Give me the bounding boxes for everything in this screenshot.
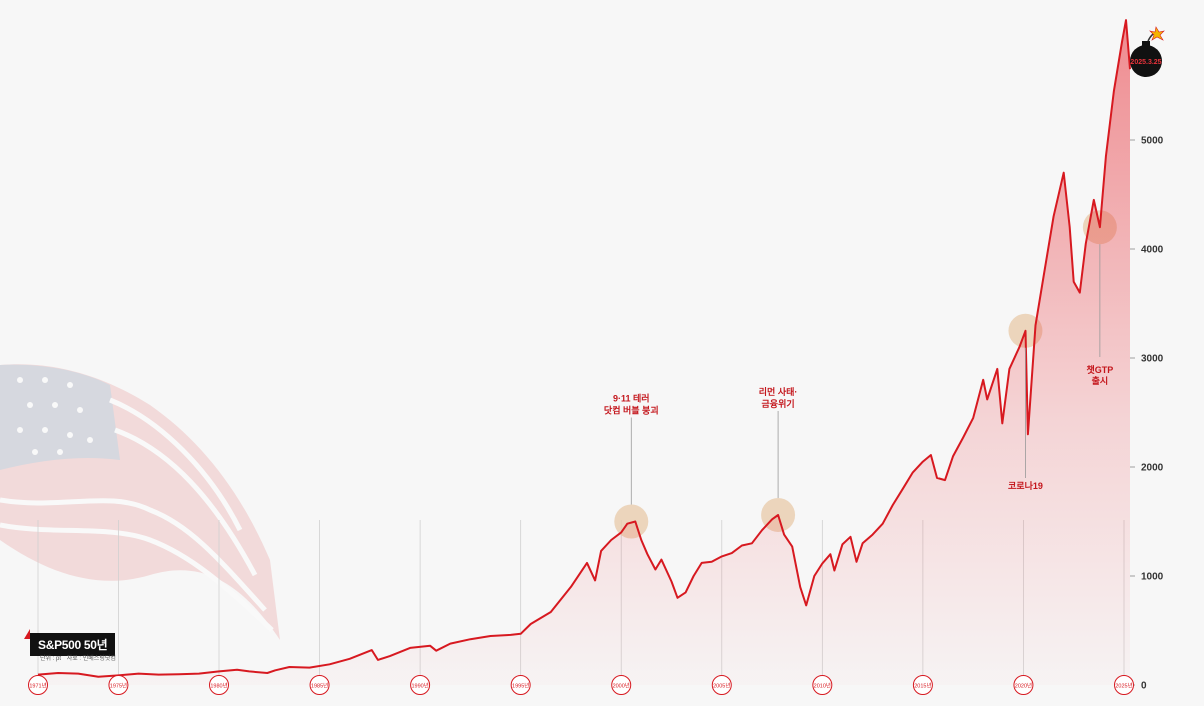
annotation-label: 코로나19: [1008, 480, 1043, 491]
x-axis-ticks: 1971년 1975년 1980년 1985년 1990년 1995년 2000년 2005년…: [28, 675, 1134, 695]
x-tick-label: 2020년: [1015, 682, 1032, 690]
bomb-marker: 2025.3.25: [1130, 26, 1165, 77]
annotation-label: 닷컴 버블 붕괴: [604, 405, 659, 416]
x-tick: 2020년: [1013, 675, 1034, 695]
x-tick-label: 1990년: [411, 682, 428, 690]
y-tick-label: 2000: [1141, 463, 1164, 474]
x-tick-label: 2015년: [914, 682, 931, 690]
x-tick-circle: [510, 675, 531, 695]
annotation-lehman: 리먼 사태·금융위기: [759, 386, 798, 498]
annotation-covid: 코로나19: [1008, 347, 1043, 491]
bomb-body: [1130, 45, 1162, 77]
x-tick-label: 2010년: [814, 682, 831, 690]
series-area-fill: [38, 20, 1130, 686]
y-tick-label: 4000: [1141, 245, 1164, 256]
source-label: 자료 : 인베스팅닷컴: [66, 656, 116, 662]
x-tick: 1980년: [209, 675, 229, 695]
x-tick-label: 2000년: [613, 682, 630, 690]
x-tick-label: 2005년: [713, 682, 730, 690]
chart-title: S&P500 50년: [23, 629, 116, 656]
x-tick: 2015년: [912, 675, 933, 695]
bomb-cap: [1142, 41, 1150, 47]
chart-subtitle: 단위 : pt 자료 : 인베스팅닷컴: [40, 653, 120, 662]
annotation-label: 챗GTP: [1086, 364, 1113, 375]
x-tick-circle: [1114, 675, 1134, 695]
x-tick-circle: [711, 675, 732, 695]
series-line: [37, 19, 1131, 678]
bomb-date-label: 2025.3.25: [1130, 59, 1161, 66]
x-tick-circle: [410, 675, 431, 695]
x-tick-circle: [28, 675, 48, 695]
x-tick-label: 1995년: [512, 682, 529, 690]
x-tick: 1985년: [309, 675, 330, 695]
x-tick: 1990년: [410, 675, 431, 695]
x-tick-label: 1980년: [210, 682, 227, 690]
x-tick: 1995년: [510, 675, 531, 695]
y-tick-label: 3000: [1141, 354, 1164, 365]
x-tick-label: 2025년: [1115, 682, 1132, 690]
x-tick: 2000년: [611, 675, 632, 695]
x-tick-circle: [1013, 675, 1034, 695]
x-tick: 2005년: [711, 675, 732, 695]
x-tick-circle: [108, 675, 129, 695]
x-tick-circle: [812, 675, 833, 695]
x-tick-circle: [611, 675, 632, 695]
x-tick: 1975년: [108, 675, 129, 695]
x-tick-label: 1971년: [29, 682, 46, 690]
x-tick-label: 1985년: [311, 682, 328, 690]
annotation-label: 9·11 테러: [613, 393, 650, 404]
spark-icon: [1149, 26, 1165, 41]
x-tick: 2025년: [1114, 675, 1134, 695]
x-tick-circle: [912, 675, 933, 695]
flag-graphic: [0, 364, 280, 640]
x-tick-label: 1975년: [110, 682, 127, 690]
x-tick-circle: [209, 675, 229, 695]
y-tick-label: 1000: [1141, 572, 1164, 583]
annotation-label: 금융위기: [762, 398, 795, 409]
y-axis-ticks: 0 1000 2000 3000 4000 5000: [1130, 136, 1164, 692]
x-tick-circle: [309, 675, 330, 695]
annotation-label: 리먼 사태·: [759, 386, 798, 397]
x-tick: 2010년: [812, 675, 833, 695]
annotation-label: 출시: [1092, 375, 1109, 386]
y-tick-label: 0: [1141, 681, 1147, 692]
x-tick: 1971년: [28, 675, 48, 695]
y-tick-label: 5000: [1141, 136, 1164, 147]
unit-label: 단위 : pt: [40, 656, 62, 662]
